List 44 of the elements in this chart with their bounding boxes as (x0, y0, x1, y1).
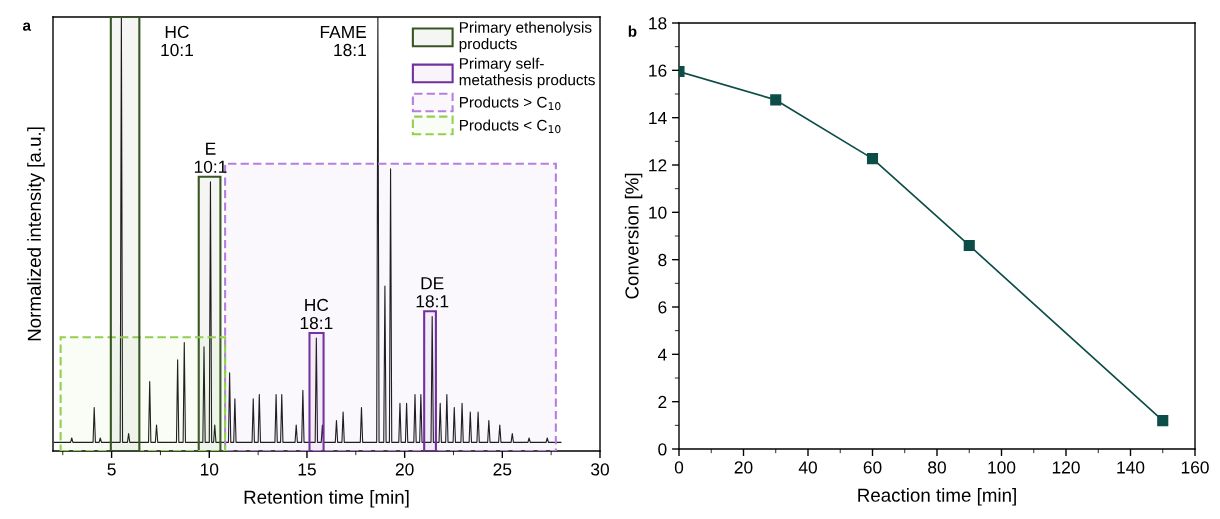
annotation: FAME 18:1 (320, 25, 367, 57)
annotation: DE 18:1 (416, 277, 449, 308)
x-tick-label: 25 (493, 463, 512, 476)
legend-label: Products < C$_{10}$ (459, 119, 561, 134)
x-axis-title: Reaction time [min] (858, 488, 1016, 506)
point (866, 153, 879, 165)
x-tick-label: 20 (395, 463, 414, 476)
x-tick-label: 80 (928, 461, 946, 474)
y-axis-title: Normalized intensity [a.u.] (27, 127, 45, 341)
x-tick-label: 30 (591, 463, 609, 476)
y-tick-label: 2 (658, 395, 667, 408)
y-tick-label: 16 (649, 64, 667, 77)
chart-title: b (628, 25, 637, 37)
annotation: HC 18:1 (300, 298, 333, 330)
y-tick-label: 8 (658, 253, 667, 267)
point (1157, 415, 1169, 427)
y-tick-label: 14 (649, 112, 667, 124)
x-tick-label: 0 (674, 461, 684, 474)
annotation: HC 10:1 (161, 25, 193, 57)
annotation: E 10:1 (194, 142, 227, 173)
legend-label: Primary self- metathesis products (459, 57, 595, 89)
x-tick-label: 60 (863, 461, 882, 474)
y-axis-title: Conversion [%] (624, 173, 643, 299)
y-tick-label: 4 (657, 348, 667, 361)
x-tick-label: 140 (1117, 461, 1145, 474)
legend-label: Products > C$_{10}$ (459, 96, 561, 111)
y-tick-label: 10 (649, 206, 667, 219)
x-tick-label: 5 (107, 463, 116, 476)
x-axis-title: Retention time [min] (244, 490, 409, 508)
point (770, 94, 782, 106)
legend-label: Primary ethenolysis products (459, 21, 592, 53)
chart-title: a (22, 22, 32, 31)
point (963, 239, 975, 252)
x-tick-label: 100 (988, 461, 1016, 474)
x-tick-label: 40 (798, 461, 817, 474)
x-tick-label: 120 (1052, 461, 1080, 474)
y-tick-label: 12 (649, 159, 667, 172)
x-tick-label: 160 (1181, 461, 1209, 474)
y-tick-label: 6 (658, 301, 667, 314)
x-tick-label: 10 (200, 463, 219, 476)
x-tick-label: 20 (734, 461, 753, 474)
y-tick-label: 0 (658, 443, 667, 456)
x-tick-label: 15 (298, 463, 316, 476)
y-tick-label: 18 (649, 17, 667, 30)
